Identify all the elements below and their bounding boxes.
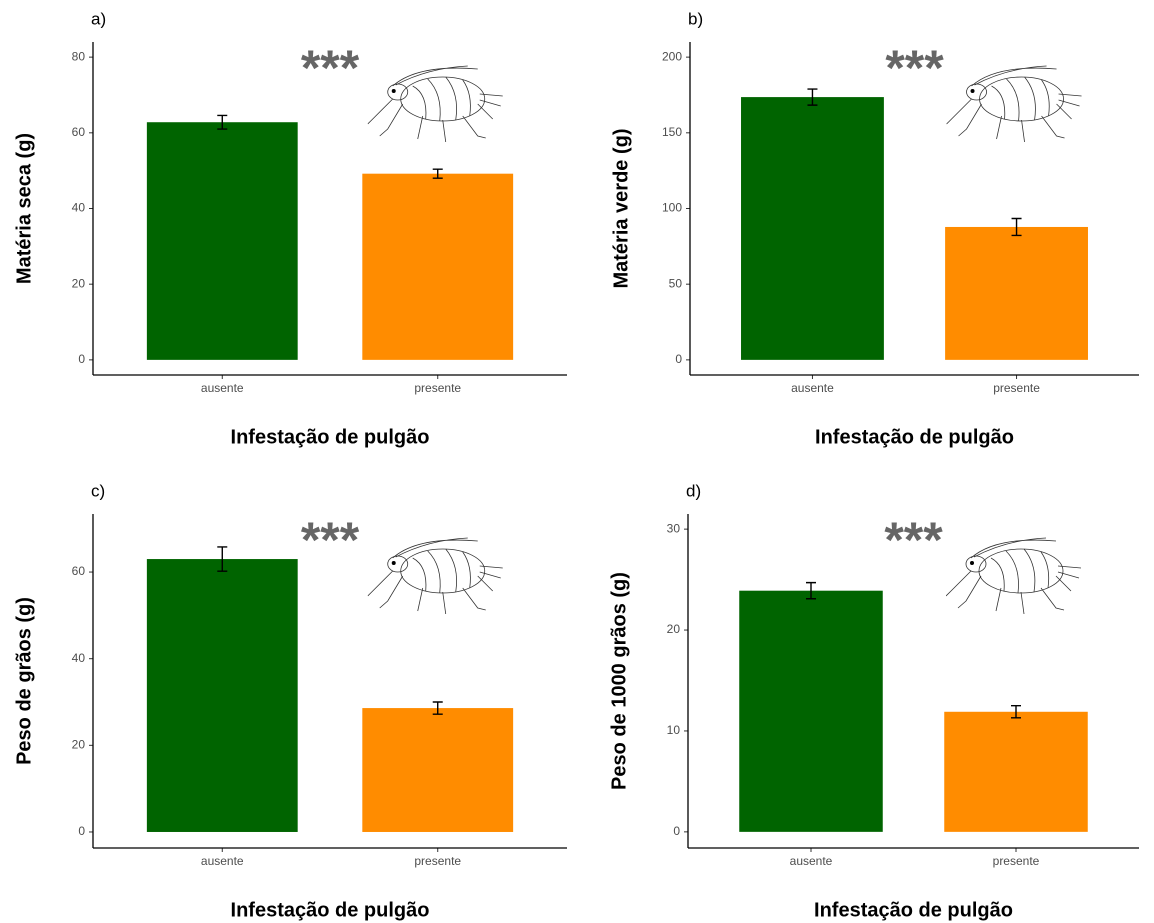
y-tick-label: 0 [675,352,682,366]
error-bar [217,546,228,572]
bar [146,559,298,832]
x-tick-label: ausente [201,381,244,395]
aphid-illustration [946,537,1082,615]
x-tick-label: presente [993,854,1040,868]
y-tick-label: 0 [78,352,85,366]
panel-label: a) [91,9,106,28]
y-tick-label: 80 [72,49,86,63]
bar [739,590,883,832]
bar [362,708,514,832]
error-bar [217,114,228,130]
y-tick-label: 100 [662,201,682,215]
x-axis-label: Infestação de pulgão [814,899,1013,921]
error-bar [432,168,443,179]
y-axis-label: Peso de grãos (g) [13,597,35,765]
x-tick-label: ausente [791,381,834,395]
aphid-illustration [367,65,504,143]
y-axis-label: Matéria seca (g) [13,133,35,284]
y-tick-label: 20 [72,276,86,290]
y-axis-label: Matéria verde (g) [610,128,632,288]
y-tick-label: 10 [667,723,681,737]
aphid-illustration [367,537,504,615]
significance: *** [885,40,944,96]
significance: *** [884,512,943,568]
y-tick-label: 200 [662,49,682,63]
error-bar [806,581,816,600]
significance: *** [301,512,360,568]
y-tick-label: 60 [72,125,86,139]
bar [362,173,514,360]
aphid-illustration [946,65,1083,143]
x-axis-label: Infestação de pulgão [815,426,1014,448]
y-tick-label: 60 [72,564,86,578]
y-tick-label: 30 [667,521,681,535]
y-tick-label: 0 [78,824,85,838]
y-axis-label: Peso de 1000 grãos (g) [608,572,630,790]
y-tick-label: 20 [667,622,681,636]
y-tick-label: 20 [72,738,86,752]
x-tick-label: ausente [790,854,833,868]
bar [741,97,884,360]
x-tick-label: ausente [201,854,244,868]
x-tick-label: presente [414,381,461,395]
y-tick-label: 50 [669,276,683,290]
bar [945,226,1088,360]
panel-label: c) [91,481,105,500]
y-tick-label: 150 [662,125,682,139]
x-tick-label: presente [414,854,461,868]
bar [944,711,1088,832]
bar [146,122,298,360]
error-bar [1011,705,1021,719]
error-bar [807,88,818,106]
error-bar [1011,217,1022,237]
x-axis-label: Infestação de pulgão [231,899,430,921]
error-bar [432,701,443,715]
y-tick-label: 40 [72,201,86,215]
panel-label: d) [686,481,701,500]
panel-label: b) [688,9,703,28]
x-axis-label: Infestação de pulgão [231,426,430,448]
significance: *** [301,40,360,96]
y-tick-label: 0 [673,824,680,838]
x-tick-label: presente [993,381,1040,395]
y-tick-label: 40 [72,651,86,665]
